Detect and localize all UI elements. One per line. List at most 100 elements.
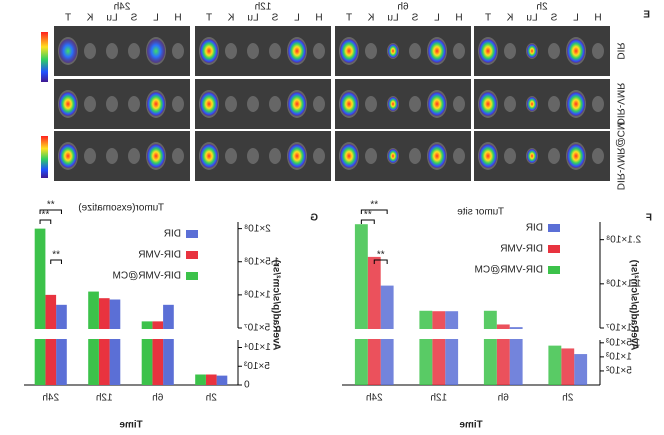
signal [200,144,218,168]
y-tick-label: 0 [244,380,250,391]
bar [98,298,110,385]
organ [504,43,516,59]
organ [409,43,421,59]
organ-label: K [367,13,374,24]
legend-label: DIR-VMR [138,250,181,261]
x-tick-label: 6h [152,393,163,404]
y-tick-label: 2.1×10⁸ [606,234,641,245]
signal [388,44,398,58]
organ [453,96,465,112]
panel-label: G [310,213,318,224]
organ [84,148,96,164]
organ [269,148,281,164]
organ [172,96,184,112]
x-axis-label: Time [459,420,483,431]
organ [453,148,465,164]
signal [428,39,446,63]
organ [313,43,325,59]
bar [419,310,433,385]
organ [548,43,560,59]
row-label: DIR-VMR@CM [614,122,625,190]
legend-label: DIR-VMR@CM [475,265,543,276]
y-tick-label: 1×10⁴ [244,342,271,353]
legend-swatch [186,251,198,259]
significance-label: ** [41,210,49,221]
signal [200,92,218,116]
signal [147,92,165,116]
organ-label: Lu [526,13,537,24]
signal [479,92,497,116]
signal [59,92,77,116]
organ [106,148,118,164]
organ [247,96,259,112]
organ-label: K [86,13,93,24]
significance-bracket [39,219,52,224]
color-bar [41,32,48,82]
organ [106,43,118,59]
axis-break [23,329,239,339]
legend-label: DIR-VMR [500,244,543,255]
time-label: 24h [114,2,131,13]
bar [354,224,368,385]
organ [247,43,259,59]
time-label: 2h [536,2,547,13]
signal [288,144,306,168]
x-tick-label: 2h [562,393,573,404]
organ-label: T [485,13,491,24]
organ [592,96,604,112]
organ-label: K [227,13,234,24]
y-tick-label: 5×10² [605,366,632,377]
significance-label: ** [364,210,372,221]
signal [527,149,537,163]
signal [288,92,306,116]
y-axis-label: AveRad(p/s/cm²/sr) [628,260,639,351]
signal [147,39,165,63]
organ-label: Lu [106,13,117,24]
axis-break [341,329,601,339]
time-label: 12h [255,2,272,13]
bar [216,375,228,385]
x-tick-label: 12h [96,393,113,404]
organ [225,96,237,112]
signal [479,39,497,63]
signal [340,144,358,168]
organ [128,148,140,164]
bar [152,321,164,385]
significance-bracket [360,209,388,214]
significance-label: ** [52,250,60,261]
organ-label: Lu [247,13,258,24]
signal [527,44,537,58]
organ [84,96,96,112]
legend-label: DIR-VMR@CM [113,271,181,282]
signal [388,149,398,163]
signal [527,97,537,111]
organ [504,96,516,112]
organ-label: H [315,13,322,24]
significance-bracket [373,259,388,264]
signal [388,97,398,111]
organ [247,148,259,164]
organ-label: S [411,13,418,24]
organ-label: L [573,13,579,24]
organ-label: S [550,13,557,24]
bar [45,294,57,385]
x-tick-label: 2h [206,393,217,404]
panel-label: E [643,10,650,21]
signal [428,92,446,116]
legend-swatch [548,224,560,232]
organ [172,148,184,164]
signal [567,39,585,63]
organ [453,43,465,59]
organ [365,148,377,164]
organ-label: S [130,13,137,24]
signal [288,39,306,63]
y-axis-label: AveRad(p/s/cm²/sr) [270,260,281,351]
panel-label: F [646,213,652,224]
legend-swatch [548,266,560,274]
y-tick-label: 1.5×10⁸ [244,256,279,267]
bar [432,311,446,385]
organ [592,148,604,164]
organ [269,43,281,59]
y-tick-label: 1.1×10⁸ [606,278,641,289]
